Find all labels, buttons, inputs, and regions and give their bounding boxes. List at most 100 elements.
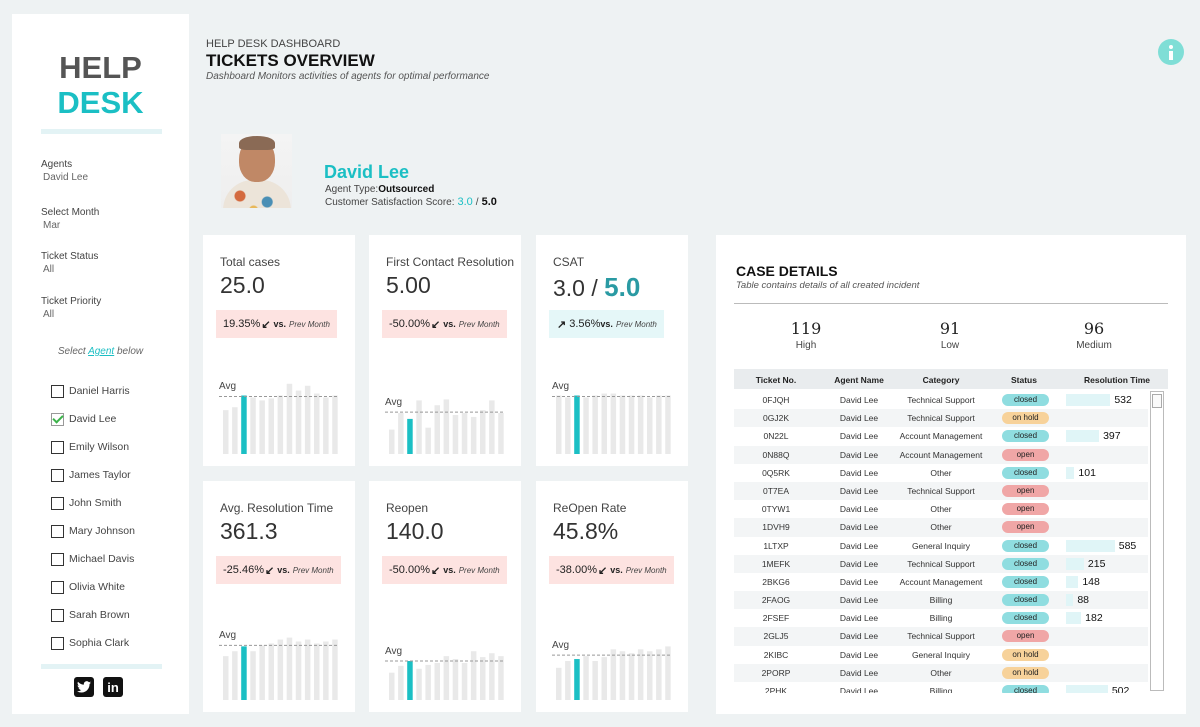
checkbox[interactable]	[51, 636, 64, 650]
checkbox[interactable]	[51, 524, 64, 538]
table-row[interactable]: 1DVH9 David Lee Other open	[734, 518, 1148, 537]
trend-bar[interactable]	[223, 656, 229, 700]
table-row[interactable]: 0T7EA David Lee Technical Support open	[734, 481, 1148, 501]
trend-bar[interactable]	[610, 393, 617, 454]
trend-bar[interactable]	[332, 639, 338, 700]
col-ticket[interactable]: Ticket No.	[755, 375, 797, 385]
trend-bar[interactable]	[665, 395, 671, 455]
scrollbar-thumb[interactable]	[1152, 394, 1162, 408]
trend-bar[interactable]	[304, 385, 311, 454]
trend-bar[interactable]	[286, 383, 293, 454]
agent-option[interactable]: Mary Johnson	[51, 523, 135, 539]
checkbox[interactable]	[51, 468, 64, 482]
trend-bar[interactable]	[656, 395, 662, 455]
info-icon[interactable]	[1158, 39, 1184, 65]
trend-bar[interactable]	[610, 649, 617, 700]
trend-bar[interactable]	[480, 657, 486, 700]
checkbox[interactable]	[51, 580, 64, 594]
trend-bar[interactable]	[304, 639, 311, 700]
trend-bar[interactable]	[470, 416, 477, 454]
col-agent[interactable]: Agent Name	[834, 375, 884, 385]
trend-bar[interactable]	[277, 639, 284, 700]
col-status[interactable]: Status	[1011, 375, 1037, 385]
filter-ticket-status[interactable]: Ticket Status All	[41, 251, 98, 275]
agent-link[interactable]: Agent	[88, 346, 115, 357]
trend-bar[interactable]	[628, 653, 635, 700]
trend-bar[interactable]	[425, 427, 431, 454]
trend-bar[interactable]	[656, 649, 662, 700]
trend-bar[interactable]	[565, 661, 571, 700]
table-row[interactable]: 0FJQH David Lee Technical Support closed 532	[734, 391, 1148, 409]
trend-bar[interactable]	[295, 390, 302, 454]
table-row[interactable]: 0N22L David Lee Account Management closed 39…	[734, 427, 1148, 445]
trend-bar[interactable]	[434, 405, 441, 454]
trend-bar[interactable]	[323, 397, 329, 454]
trend-bar[interactable]	[268, 643, 275, 700]
col-category[interactable]: Category	[922, 375, 960, 385]
trend-bar[interactable]	[425, 664, 431, 700]
table-scrollbar[interactable]	[1150, 391, 1164, 691]
trend-bar[interactable]	[601, 393, 608, 454]
table-row[interactable]: 0N88Q David Lee Account Management open	[734, 445, 1148, 464]
trend-bar[interactable]	[259, 645, 265, 700]
trend-bar[interactable]	[389, 672, 395, 700]
trend-bar[interactable]	[637, 649, 644, 700]
trend-bar[interactable]	[665, 646, 671, 700]
filter-agents[interactable]: Agents David Lee	[41, 159, 88, 183]
trend-bar[interactable]	[565, 397, 571, 454]
trend-bar[interactable]	[332, 395, 338, 455]
agent-option[interactable]: Sophia Clark	[51, 635, 129, 651]
table-row[interactable]: 1LTXP David Lee General Inquiry closed 585	[734, 537, 1148, 555]
checkbox[interactable]	[51, 552, 64, 566]
trend-bar[interactable]	[250, 397, 256, 454]
trend-bar[interactable]	[314, 393, 320, 454]
trend-bar[interactable]	[583, 397, 589, 454]
trend-bar-current[interactable]	[407, 418, 413, 454]
col-resolution-time[interactable]: Resolution Time	[1084, 375, 1150, 385]
agent-option[interactable]: Daniel Harris	[51, 383, 130, 399]
trend-bar[interactable]	[480, 410, 486, 454]
trend-bar[interactable]	[443, 399, 450, 454]
trend-bar[interactable]	[232, 651, 238, 700]
trend-bar[interactable]	[556, 395, 562, 455]
checkbox-checked[interactable]	[51, 412, 64, 426]
trend-bar-current[interactable]	[574, 395, 580, 455]
agent-option[interactable]: James Taylor	[51, 467, 131, 483]
trend-bar[interactable]	[268, 398, 275, 454]
trend-bar[interactable]	[277, 395, 284, 455]
trend-bar[interactable]	[223, 410, 229, 454]
trend-bar[interactable]	[398, 665, 404, 700]
trend-bar[interactable]	[647, 397, 653, 454]
agent-option[interactable]: Michael Davis	[51, 551, 134, 567]
trend-bar[interactable]	[470, 651, 477, 700]
table-row[interactable]: 2PORP David Lee Other on hold	[734, 663, 1148, 682]
twitter-icon[interactable]	[74, 677, 94, 697]
trend-bar[interactable]	[286, 637, 293, 700]
agent-option[interactable]: Emily Wilson	[51, 439, 129, 455]
filter-ticket-priority[interactable]: Ticket Priority All	[41, 296, 101, 320]
trend-bar[interactable]	[295, 641, 302, 701]
trend-bar-current[interactable]	[407, 661, 413, 700]
trend-bar[interactable]	[416, 668, 422, 700]
trend-bar[interactable]	[647, 651, 653, 700]
agent-option[interactable]: John Smith	[51, 495, 122, 511]
trend-bar[interactable]	[232, 407, 238, 454]
table-row[interactable]: 0TYW1 David Lee Other open	[734, 500, 1148, 518]
checkbox[interactable]	[51, 440, 64, 454]
trend-bar[interactable]	[556, 667, 562, 700]
table-row[interactable]: 0Q5RK David Lee Other closed 101	[734, 464, 1148, 482]
agent-option[interactable]: Sarah Brown	[51, 607, 130, 623]
trend-bar[interactable]	[489, 400, 495, 454]
table-row[interactable]: 0GJ2K David Lee Technical Support on hold	[734, 409, 1148, 428]
filter-month[interactable]: Select Month Mar	[41, 207, 99, 231]
trend-bar[interactable]	[619, 395, 626, 455]
trend-bar[interactable]	[592, 395, 598, 455]
trend-bar[interactable]	[250, 651, 256, 700]
table-row[interactable]: 2FAOG David Lee Billing closed 88	[734, 591, 1148, 610]
table-row[interactable]: 2BKG6 David Lee Account Management closed 14…	[734, 573, 1148, 591]
trend-bar[interactable]	[259, 400, 265, 454]
trend-bar[interactable]	[434, 662, 441, 700]
agent-option[interactable]: Olivia White	[51, 579, 125, 595]
table-row[interactable]: 2KIBC David Lee General Inquiry on hold	[734, 646, 1148, 664]
agent-option[interactable]: David Lee	[51, 411, 116, 427]
